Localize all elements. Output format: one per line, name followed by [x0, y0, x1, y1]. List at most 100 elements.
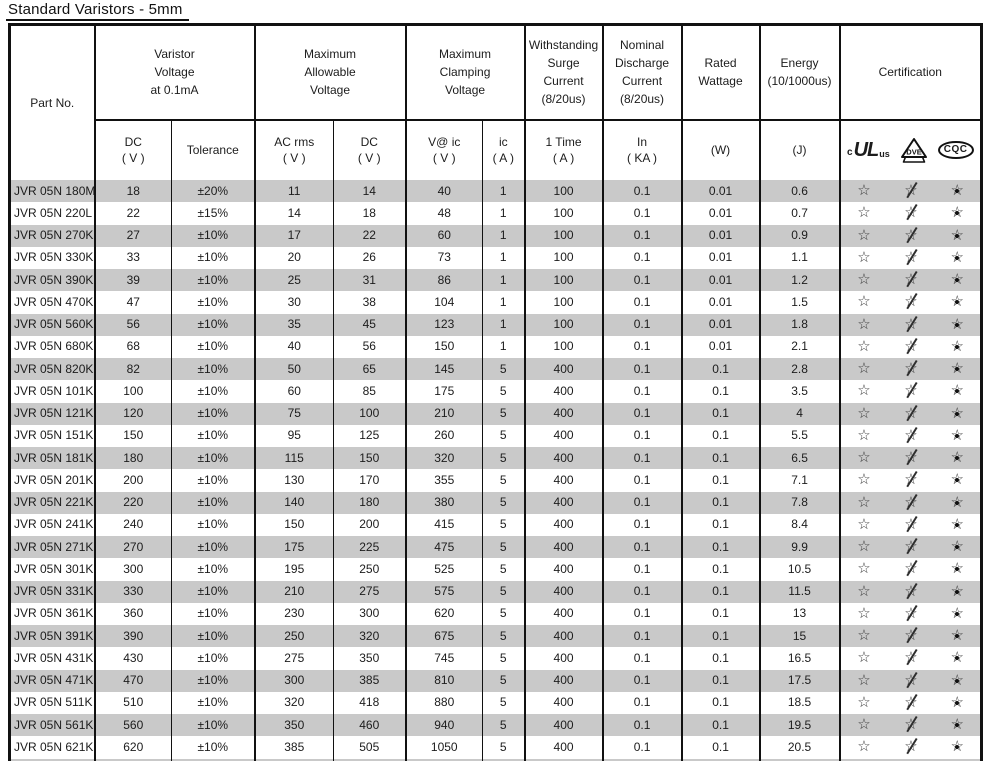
part-no-cell: JVR 05N 471K — [14, 673, 94, 688]
part-no-cell: JVR 05N 561K — [14, 717, 94, 732]
tolerance-cell: ±10% — [171, 269, 255, 292]
subheader-ic: ic ( A ) — [482, 119, 525, 181]
clamping-voltage-cell: 260 — [404, 424, 483, 448]
clamping-current-cell: 1 — [482, 180, 525, 203]
energy-cell: 4 — [758, 402, 840, 425]
ac-rms-cell: 175 — [253, 536, 334, 559]
cert-status-cell: ☆ — [888, 425, 935, 447]
dc-max-cell: 505 — [332, 736, 406, 759]
star-slash-icon: ☆ — [904, 404, 918, 422]
table-row: JVR 05N 241K 240 ±10% 150 200 415 5 400 0.1 0.1 8.… — [10, 513, 982, 537]
cert-status-cell: ☆ — [838, 180, 888, 203]
clamping-current-cell: 5 — [482, 714, 525, 737]
wattage-cell: 0.1 — [680, 424, 760, 448]
discharge-current-cell: 0.1 — [601, 246, 682, 270]
header-energy: Energy (10/1000us) — [758, 24, 840, 121]
ac-rms-cell: 300 — [253, 669, 334, 692]
ul-suffix-label: us — [879, 149, 890, 160]
surge-current-cell: 100 — [523, 291, 603, 314]
star-outline-icon: ☆ — [857, 271, 871, 289]
clamping-voltage-cell: 1050 — [404, 736, 483, 759]
cert-status-cell: ☆ — [888, 202, 935, 224]
surge-current-cell: 100 — [523, 202, 603, 225]
cert-status-cell: ☆ — [888, 625, 935, 647]
cert-status-cell: ☆ — [838, 358, 888, 381]
surge-current-cell: 400 — [523, 714, 603, 737]
table-row: JVR 05N 560K 56 ±10% 35 45 123 1 100 0.1 0.01 1.8 ☆… — [9, 313, 982, 336]
cert-status-cell: ☆ — [838, 291, 888, 314]
tolerance-cell: ±10% — [171, 669, 255, 692]
cert-status-cell: ☆ — [935, 736, 982, 758]
ac-rms-cell: 20 — [253, 246, 334, 270]
star-slash-icon: ☆ — [904, 226, 918, 244]
discharge-current-cell: 0.1 — [601, 358, 682, 381]
surge-current-cell: 100 — [523, 313, 603, 336]
tolerance-cell: ±10% — [171, 358, 255, 381]
star-slash-icon: ☆ — [904, 248, 918, 266]
star-outline-icon: ☆ — [857, 515, 871, 533]
surge-current-cell: 400 — [523, 536, 603, 559]
dc-voltage-cell: 240 — [93, 513, 172, 537]
dc-voltage-cell: 68 — [93, 335, 172, 359]
cert-status-cell: ☆ — [838, 736, 888, 759]
wattage-cell: 0.1 — [680, 625, 760, 648]
cert-status-cell: ☆ — [838, 669, 888, 692]
star-outline-icon: ☆ — [857, 426, 871, 444]
cert-status-cell: ☆ — [838, 447, 888, 470]
cert-status-cell: ☆ — [888, 358, 935, 380]
part-no-cell: JVR 05N 390K — [14, 272, 94, 287]
discharge-current-cell: 0.1 — [601, 758, 682, 761]
surge-current-cell: 400 — [523, 669, 603, 692]
clamping-current-cell: 5 — [482, 424, 525, 448]
star-slash-icon: ☆ — [904, 738, 918, 756]
energy-cell: 1.2 — [758, 269, 840, 292]
cert-status-cell: ☆ — [935, 514, 982, 536]
ac-rms-cell: 275 — [253, 647, 334, 670]
clamping-current-cell: 5 — [482, 580, 525, 603]
part-no-cell: JVR 05N 820K — [14, 361, 94, 376]
tolerance-cell: ±15% — [171, 202, 255, 225]
table-row: JVR 05N 621K 620 ±10% 385 505 1050 5 400 0.1 0.1 2… — [10, 736, 982, 759]
cert-status-cell: ☆ — [935, 558, 982, 580]
star-slash-icon: ☆ — [904, 693, 918, 711]
dc-max-cell: 125 — [332, 424, 406, 448]
star-outline-icon: ☆ — [857, 182, 871, 200]
clamping-voltage-cell: 415 — [404, 513, 483, 537]
ac-rms-cell: 385 — [253, 736, 334, 759]
part-no-cell: JVR 05N 181K — [14, 450, 94, 465]
surge-current-cell: 100 — [523, 269, 603, 292]
surge-current-cell: 400 — [523, 580, 603, 603]
star-slash-icon: ☆ — [904, 649, 918, 667]
surge-current-cell: 400 — [523, 602, 603, 626]
table-row: JVR 05N 681K680±10%420560115054000.10.12… — [9, 758, 982, 761]
cert-status-cell: ☆ — [838, 269, 888, 292]
tolerance-cell: ±20% — [171, 180, 255, 203]
cert-status-cell: ☆ — [935, 603, 982, 625]
clamping-current-cell: 5 — [482, 358, 525, 381]
dc-max-cell: 320 — [332, 625, 406, 648]
star-outline-icon: ☆ — [857, 382, 871, 400]
dc-max-cell: 85 — [332, 380, 406, 403]
star-outline-icon: ☆ — [857, 582, 871, 600]
energy-cell: 0.9 — [758, 224, 840, 247]
wattage-cell: 0.1 — [680, 736, 760, 759]
table-header: Part No. Varistor Voltage at 0.1mA Maxim… — [10, 24, 982, 181]
dc-voltage-cell: 680 — [93, 758, 172, 761]
discharge-current-cell: 0.1 — [601, 691, 682, 715]
dc-voltage-cell: 510 — [93, 691, 172, 715]
tolerance-cell: ±10% — [171, 714, 255, 737]
wattage-cell: 0.01 — [680, 224, 760, 247]
energy-cell: 2.1 — [758, 335, 840, 359]
star-dot-icon: ☆ — [950, 560, 964, 578]
star-dot-icon: ☆ — [950, 271, 964, 289]
tolerance-cell: ±10% — [171, 224, 255, 247]
tolerance-cell: ±10% — [171, 580, 255, 603]
discharge-current-cell: 0.1 — [601, 469, 682, 492]
dc-max-cell: 225 — [332, 536, 406, 559]
surge-current-cell: 400 — [523, 736, 603, 759]
ac-rms-cell: 350 — [253, 714, 334, 737]
clamping-voltage-cell: 355 — [404, 469, 483, 492]
surge-current-cell: 400 — [523, 758, 603, 761]
table-row: JVR 05N 151K 150 ±10% 95 125 260 5 400 0.1 0.1 5.5… — [10, 424, 982, 448]
